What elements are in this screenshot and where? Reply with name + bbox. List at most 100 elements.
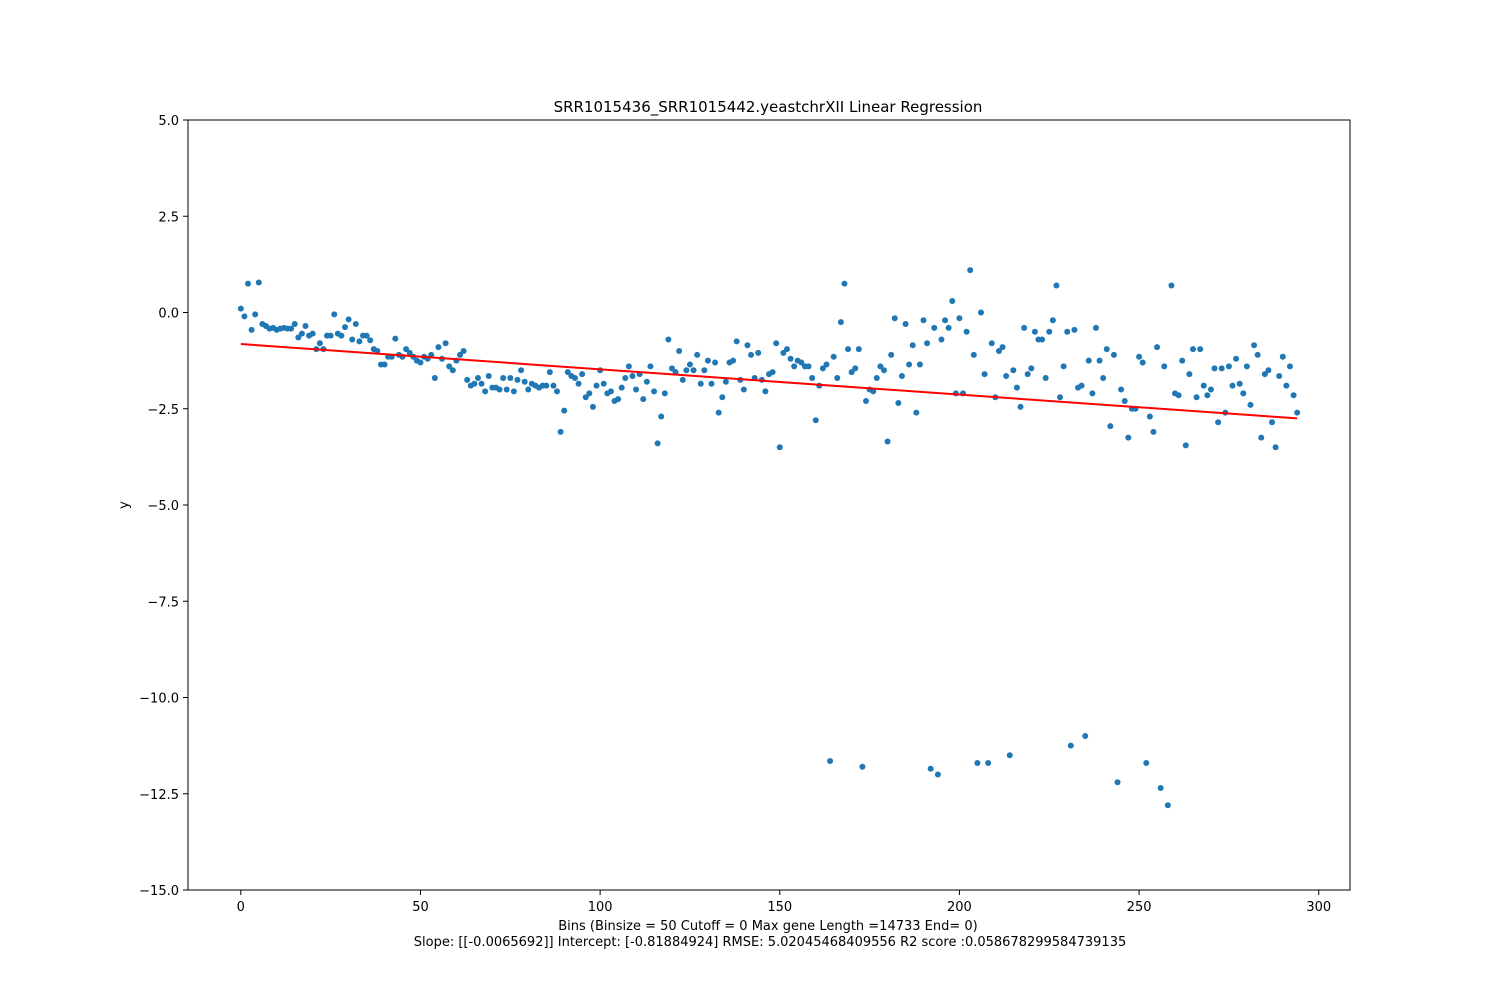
data-point bbox=[338, 332, 345, 339]
data-point bbox=[780, 349, 787, 356]
data-point bbox=[898, 373, 905, 380]
data-point bbox=[255, 279, 262, 286]
data-point bbox=[1154, 344, 1161, 351]
data-point bbox=[546, 369, 553, 376]
data-point bbox=[755, 349, 762, 356]
data-point bbox=[507, 374, 514, 381]
data-point bbox=[1261, 371, 1268, 378]
data-point bbox=[435, 344, 442, 351]
data-point bbox=[1039, 336, 1046, 343]
data-point bbox=[633, 386, 640, 393]
data-point bbox=[1114, 779, 1121, 786]
data-point bbox=[1089, 390, 1096, 397]
data-point bbox=[1067, 742, 1074, 749]
data-point bbox=[1031, 328, 1038, 335]
data-point bbox=[686, 361, 693, 368]
data-point bbox=[985, 759, 992, 766]
data-point bbox=[1078, 382, 1085, 389]
data-point bbox=[316, 340, 323, 347]
data-point bbox=[1096, 357, 1103, 364]
x-axis-label: Bins (Binsize = 50 Cutoff = 0 Max gene L… bbox=[558, 919, 978, 934]
data-point bbox=[1269, 419, 1276, 426]
data-point bbox=[248, 326, 255, 333]
data-point bbox=[722, 378, 729, 385]
data-point bbox=[1200, 382, 1207, 389]
data-point bbox=[1236, 380, 1243, 387]
data-point bbox=[1294, 409, 1301, 416]
data-point bbox=[880, 367, 887, 374]
data-point bbox=[744, 342, 751, 349]
data-point bbox=[916, 361, 923, 368]
data-point bbox=[848, 369, 855, 376]
data-point bbox=[464, 376, 471, 383]
data-point bbox=[615, 396, 622, 403]
data-point bbox=[363, 332, 370, 339]
y-tick-label: 0.0 bbox=[158, 307, 179, 322]
y-axis-label: y bbox=[117, 501, 132, 509]
data-point bbox=[863, 398, 870, 405]
data-point bbox=[1136, 353, 1143, 360]
data-point bbox=[1046, 328, 1053, 335]
data-point bbox=[1240, 390, 1247, 397]
data-point bbox=[564, 369, 571, 376]
data-point bbox=[1290, 392, 1297, 399]
data-point bbox=[981, 371, 988, 378]
data-point bbox=[841, 280, 848, 287]
data-point bbox=[1092, 324, 1099, 331]
data-point bbox=[1071, 326, 1078, 333]
data-point bbox=[909, 342, 916, 349]
data-point bbox=[331, 311, 338, 318]
data-point bbox=[970, 351, 977, 358]
data-point bbox=[942, 317, 949, 324]
data-point bbox=[629, 373, 636, 380]
data-point bbox=[938, 336, 945, 343]
data-point bbox=[773, 340, 780, 347]
data-point bbox=[1006, 752, 1013, 759]
data-point bbox=[1225, 363, 1232, 370]
data-point bbox=[730, 357, 737, 364]
data-point bbox=[607, 388, 614, 395]
scatter-points bbox=[237, 267, 1301, 809]
data-point bbox=[654, 440, 661, 447]
data-point bbox=[1189, 346, 1196, 353]
data-point bbox=[845, 346, 852, 353]
data-point bbox=[392, 335, 399, 342]
y-tick-label: −10.0 bbox=[139, 692, 179, 707]
data-point bbox=[690, 367, 697, 374]
data-point bbox=[1146, 413, 1153, 420]
data-point bbox=[967, 267, 974, 274]
data-point bbox=[640, 396, 647, 403]
data-point bbox=[701, 367, 708, 374]
data-point bbox=[252, 311, 259, 318]
data-point bbox=[931, 324, 938, 331]
x-tick-label: 150 bbox=[767, 900, 792, 915]
data-point bbox=[600, 380, 607, 387]
data-point bbox=[873, 374, 880, 381]
data-point bbox=[1053, 282, 1060, 289]
data-point bbox=[446, 363, 453, 370]
data-point bbox=[783, 346, 790, 353]
data-point bbox=[740, 386, 747, 393]
data-point bbox=[1049, 317, 1056, 324]
data-point bbox=[643, 378, 650, 385]
data-point bbox=[963, 328, 970, 335]
data-point bbox=[1197, 346, 1204, 353]
data-point bbox=[1164, 802, 1171, 809]
data-point bbox=[518, 367, 525, 374]
data-point bbox=[1272, 444, 1279, 451]
data-point bbox=[1010, 367, 1017, 374]
data-point bbox=[1021, 324, 1028, 331]
data-point bbox=[733, 338, 740, 345]
data-point bbox=[949, 297, 956, 304]
data-point bbox=[1107, 423, 1114, 430]
data-point bbox=[999, 344, 1006, 351]
data-point bbox=[474, 374, 481, 381]
data-point bbox=[485, 373, 492, 380]
data-point bbox=[500, 374, 507, 381]
data-point bbox=[352, 321, 359, 328]
data-point bbox=[859, 763, 866, 770]
data-point bbox=[525, 386, 532, 393]
data-point bbox=[1082, 733, 1089, 739]
data-point bbox=[927, 765, 934, 772]
data-point bbox=[503, 386, 510, 393]
